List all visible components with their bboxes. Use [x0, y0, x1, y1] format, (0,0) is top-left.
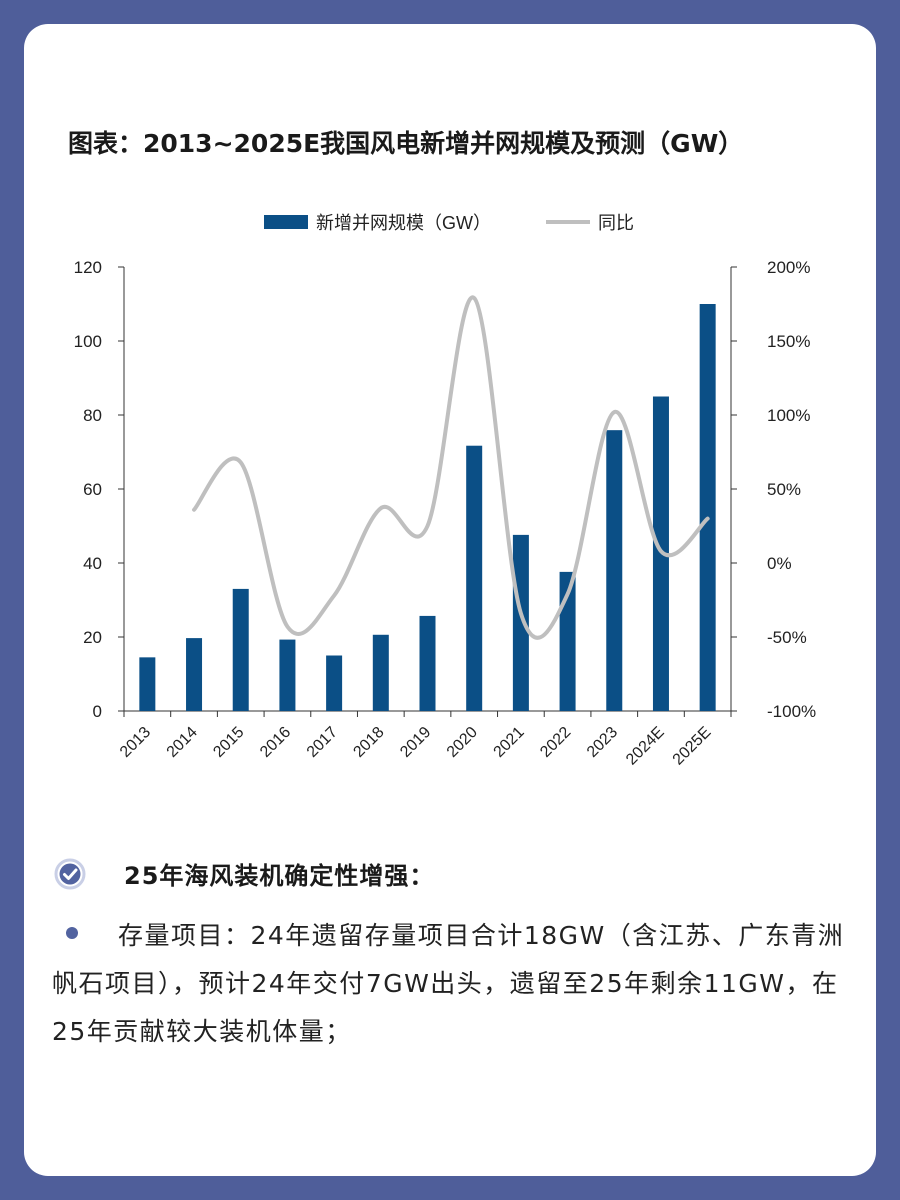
x-tick-label: 2020	[444, 724, 481, 761]
check-circle-icon	[54, 858, 86, 889]
bullet-paragraph: 存量项目：24年遗留存量项目合计18GW（含江苏、广东青洲帆石项目），预计24年…	[52, 912, 852, 1056]
bar	[699, 304, 716, 711]
section-heading: 25年海风装机确定性增强：	[54, 856, 434, 891]
x-tick-label: 2019	[397, 724, 434, 761]
x-tick-label: 2025E	[670, 724, 715, 769]
right-tick-label: -100%	[767, 702, 816, 721]
x-tick-label: 2018	[350, 724, 387, 761]
bar	[186, 638, 203, 711]
content-card: 图表：2013~2025E我国风电新增并网规模及预测（GW） 0 20 40 60 80…	[24, 24, 876, 1176]
left-tick-label: 120	[74, 258, 102, 277]
right-tick-label: 100%	[767, 406, 810, 425]
legend-swatch-bars	[264, 215, 308, 229]
x-tick-label: 2014	[164, 724, 201, 761]
bullet-paragraph-text: 存量项目：24年遗留存量项目合计18GW（含江苏、广东青洲帆石项目），预计24年…	[52, 921, 845, 1046]
left-tick-label: 60	[83, 480, 102, 499]
right-tick-label: -50%	[767, 628, 807, 647]
x-tick-label: 2021	[491, 724, 528, 761]
x-tick-label: 2015	[210, 724, 247, 761]
right-tick-label: 50%	[767, 480, 801, 499]
bar	[326, 655, 343, 711]
left-tick-label: 20	[83, 628, 102, 647]
x-tick-label: 2022	[537, 724, 574, 761]
left-tick-label: 40	[83, 554, 102, 573]
right-tick-label: 0%	[767, 554, 792, 573]
bar	[606, 430, 623, 711]
chart-title: 图表：2013~2025E我国风电新增并网规模及预测（GW）	[68, 129, 744, 158]
x-tick-label: 2024E	[623, 724, 668, 769]
left-tick-label: 0	[93, 702, 102, 721]
right-tick-label: 150%	[767, 332, 810, 351]
x-tick-label: 2017	[304, 724, 341, 761]
bar	[372, 634, 389, 711]
bar	[139, 657, 156, 711]
x-tick-label: 2013	[117, 724, 154, 761]
x-tick-label: 2016	[257, 724, 294, 761]
section-heading-text: 25年海风装机确定性增强：	[124, 862, 435, 890]
left-tick-label: 80	[83, 406, 102, 425]
legend-label-line: 同比	[598, 213, 634, 233]
bullet-dot-icon	[66, 927, 78, 939]
right-tick-label: 200%	[767, 258, 810, 277]
left-tick-label: 100	[74, 332, 102, 351]
bar	[232, 588, 249, 711]
legend-label-bars: 新增并网规模（GW）	[316, 213, 491, 233]
x-tick-label: 2023	[584, 724, 621, 761]
bar	[279, 639, 296, 711]
yoy-line	[192, 295, 710, 640]
bar	[466, 445, 483, 711]
bar	[512, 534, 529, 711]
bar	[419, 615, 436, 711]
chart: 0 20 40 60 80 100 120 -100% -50% 0% 50% 100% 150% 200…	[74, 213, 817, 769]
